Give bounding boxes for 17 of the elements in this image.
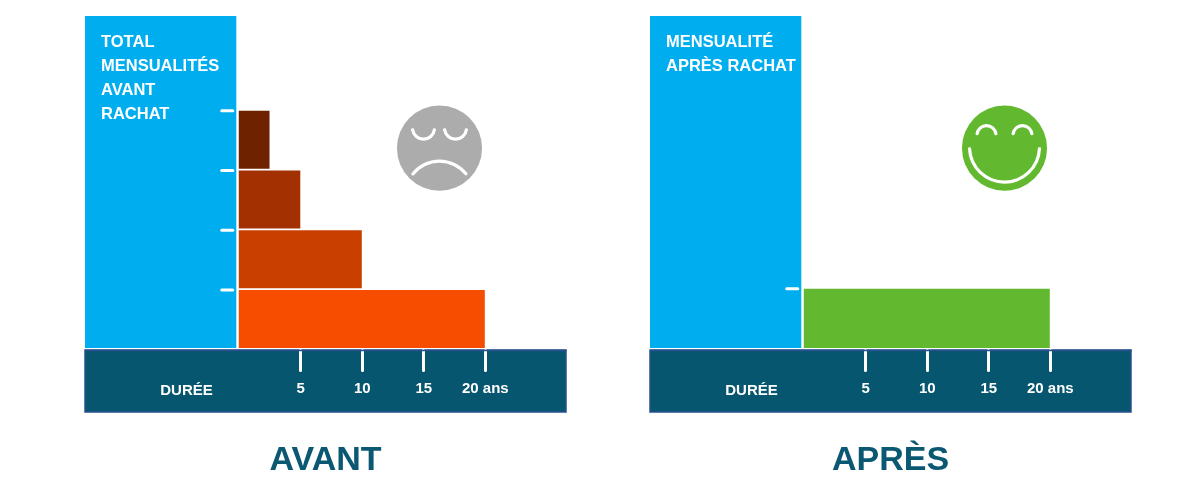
band-label: TOTAL MENSUALITÉS AVANT RACHAT: [101, 32, 220, 122]
x-axis-title: DURÉE: [160, 380, 213, 398]
bar: [238, 170, 301, 229]
x-axis-title: DURÉE: [725, 380, 778, 398]
text: APRÈS: [831, 438, 950, 477]
text: AVANT: [269, 438, 382, 477]
x-tick-label: 10: [353, 378, 371, 396]
x-tick-label: 10: [918, 378, 936, 396]
x-tick-label: 20 ans: [461, 378, 509, 396]
x-tick-label: 5: [861, 378, 870, 396]
x-tick-label: 15: [980, 378, 998, 396]
bar: [238, 230, 362, 289]
x-tick-label: 20 ans: [1026, 378, 1074, 396]
x-tick-label: 5: [296, 378, 305, 396]
band-label: MENSUALITÉ APRÈS RACHAT: [666, 32, 796, 74]
bar: [238, 110, 270, 169]
x-tick-label: 15: [415, 378, 433, 396]
